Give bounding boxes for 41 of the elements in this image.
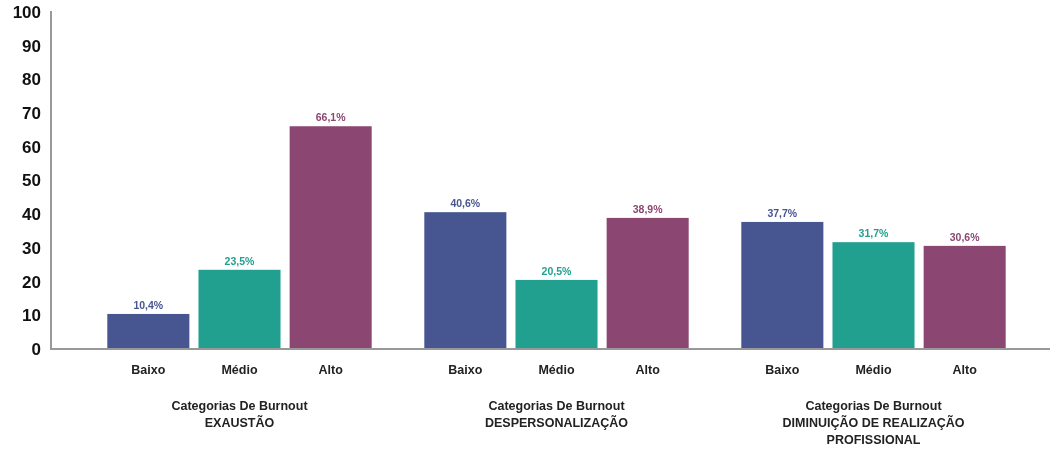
y-tick-label: 20 [22,272,41,292]
text: Baixo [448,363,483,377]
y-tick-label: 100 [12,2,41,22]
bar [923,245,1006,349]
series-label: Baixo [131,363,166,377]
text: Alto [635,363,660,377]
bar [741,221,824,349]
y-tick-label: 40 [22,205,41,225]
text: Médio [855,363,892,377]
data-label: 30,6% [949,230,981,243]
bar [289,126,372,349]
bar [107,313,190,349]
text: Médio [538,363,575,377]
bar [606,217,689,349]
data-label: 10,4% [133,298,164,311]
x-tick-label: Categorias De Burnout DESPERSONALIZAÇÃO [484,399,629,430]
data-label: 31,7% [858,227,890,240]
y-tick-label: 30 [22,238,41,258]
y-tick-label: 10 [22,306,41,326]
x-tick-label: Categorias De Burnout EXAUSTÃO [171,399,309,430]
y-tick-label: 0 [31,339,41,359]
x-tick-label: Categorias De Burnout DIMINUIÇÃO DE REALIZAÇÃO PROFISSIONAL [782,399,965,447]
text: Baixo [765,363,800,377]
data-label: 66,1% [315,111,347,124]
data-label: 38,9% [632,202,664,215]
data-label: 37,7% [767,206,798,219]
data-label: 40,6% [450,197,481,210]
bar [424,212,507,349]
series-label: Médio [221,363,258,377]
y-tick-label: 70 [22,104,41,124]
series-label: Alto [318,363,344,377]
bar [832,242,915,349]
y-tick-label: 50 [22,171,41,191]
data-label: 20,5% [541,264,573,277]
y-tick-label: 80 [22,70,41,90]
text: Alto [952,363,977,377]
y-tick-label: 90 [22,36,41,56]
bar [198,269,281,349]
bar [515,279,598,349]
data-label: 23,5% [224,254,256,267]
y-tick-label: 60 [22,137,41,157]
